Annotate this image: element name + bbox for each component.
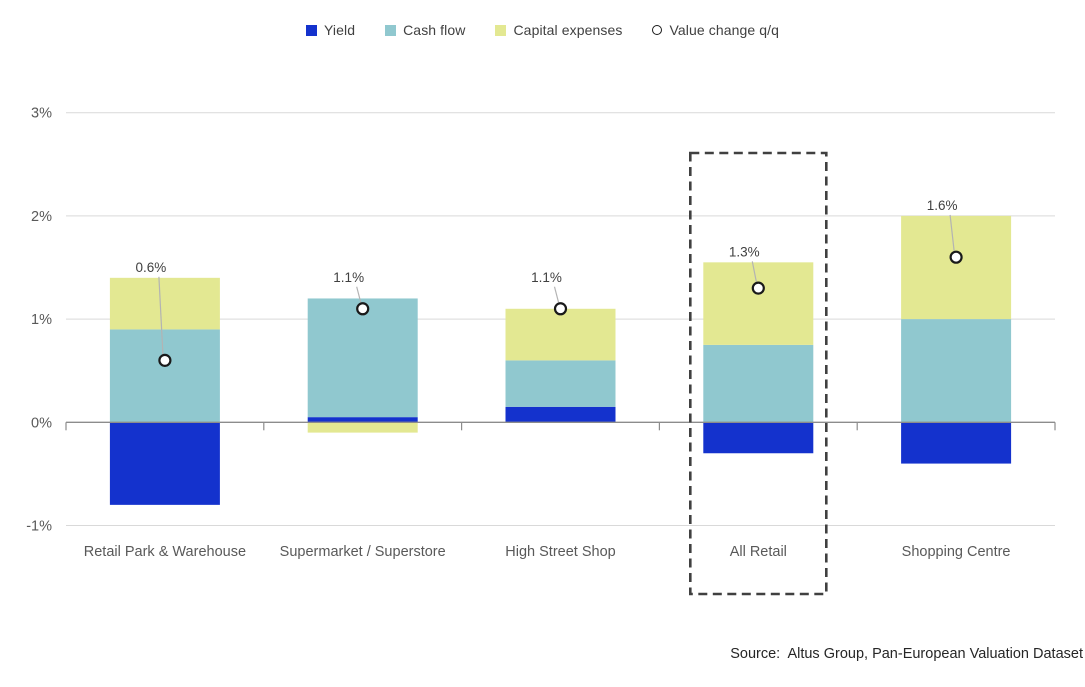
- legend-item-value-change-q-q: Value change q/q: [652, 22, 779, 38]
- bar-segment-cash-flow: [109, 329, 220, 423]
- value-change-label: 1.1%: [531, 270, 562, 285]
- legend-circle-marker-icon: [652, 25, 663, 35]
- bar-segment-cash-flow: [703, 344, 814, 423]
- y-axis-tick-label: 0%: [31, 415, 52, 431]
- bar-segment-capital-expenses: [307, 422, 418, 433]
- bar-segment-yield: [901, 422, 1012, 464]
- y-axis-tick-label: 3%: [31, 106, 52, 122]
- label-leader-line: [158, 276, 164, 354]
- value-change-marker-icon: [751, 281, 765, 295]
- bar-segment-yield: [109, 422, 220, 505]
- category-label-all-retail: All Retail: [730, 544, 787, 560]
- value-change-label: 1.3%: [729, 244, 760, 259]
- bar-segment-cash-flow: [901, 319, 1012, 423]
- bar-segment-capital-expenses: [901, 215, 1012, 320]
- bar-segment-cash-flow: [505, 360, 616, 407]
- value-change-marker-icon: [949, 250, 963, 264]
- bar-segment-capital-expenses: [703, 262, 814, 345]
- legend-label: Value change q/q: [669, 22, 780, 38]
- value-change-marker-icon: [553, 302, 568, 316]
- bar-segment-yield: [703, 422, 814, 454]
- legend-item-capital-expenses: Capital expenses: [495, 22, 622, 38]
- category-label-supermarket-superstore: Supermarket / Superstore: [280, 544, 446, 560]
- highlight-dashed-box: [688, 151, 828, 596]
- label-leader-line: [356, 286, 362, 303]
- bar-segment-capital-expenses: [505, 308, 616, 361]
- legend-square-swatch-icon: [495, 24, 507, 36]
- legend-label: Capital expenses: [513, 22, 623, 38]
- source-note: Source: Altus Group, Pan-European Valuat…: [730, 646, 1083, 662]
- bar-segment-yield: [307, 417, 418, 423]
- category-label-retail-park-warehouse: Retail Park & Warehouse: [84, 544, 246, 560]
- y-axis-tick-label: 1%: [31, 312, 52, 328]
- value-change-label: 1.1%: [333, 270, 364, 285]
- bar-segment-yield: [505, 406, 616, 423]
- legend-item-cash-flow: Cash flow: [385, 22, 465, 38]
- category-label-high-street-shop: High Street Shop: [505, 544, 615, 560]
- label-leader-line: [553, 286, 560, 303]
- bar-segment-cash-flow: [307, 298, 418, 418]
- label-leader-line: [949, 214, 955, 251]
- legend-square-swatch-icon: [385, 24, 397, 36]
- y-axis-tick-label: -1%: [26, 519, 52, 535]
- chart-legend: Yield Cash flow Capital expenses Value chan…: [0, 22, 1085, 38]
- value-change-label: 1.6%: [927, 198, 958, 213]
- category-label-shopping-centre: Shopping Centre: [902, 544, 1011, 560]
- legend-label: Cash flow: [403, 22, 466, 38]
- value-change-marker-icon: [158, 353, 172, 367]
- value-change-marker-icon: [356, 302, 370, 316]
- legend-item-yield: Yield: [305, 22, 356, 38]
- legend-square-swatch-icon: [305, 24, 317, 36]
- bar-segment-capital-expenses: [109, 277, 220, 330]
- value-change-label: 0.6%: [136, 260, 167, 275]
- legend-label: Yield: [323, 22, 356, 38]
- y-axis-tick-label: 2%: [31, 209, 52, 225]
- label-leader-line: [751, 261, 757, 282]
